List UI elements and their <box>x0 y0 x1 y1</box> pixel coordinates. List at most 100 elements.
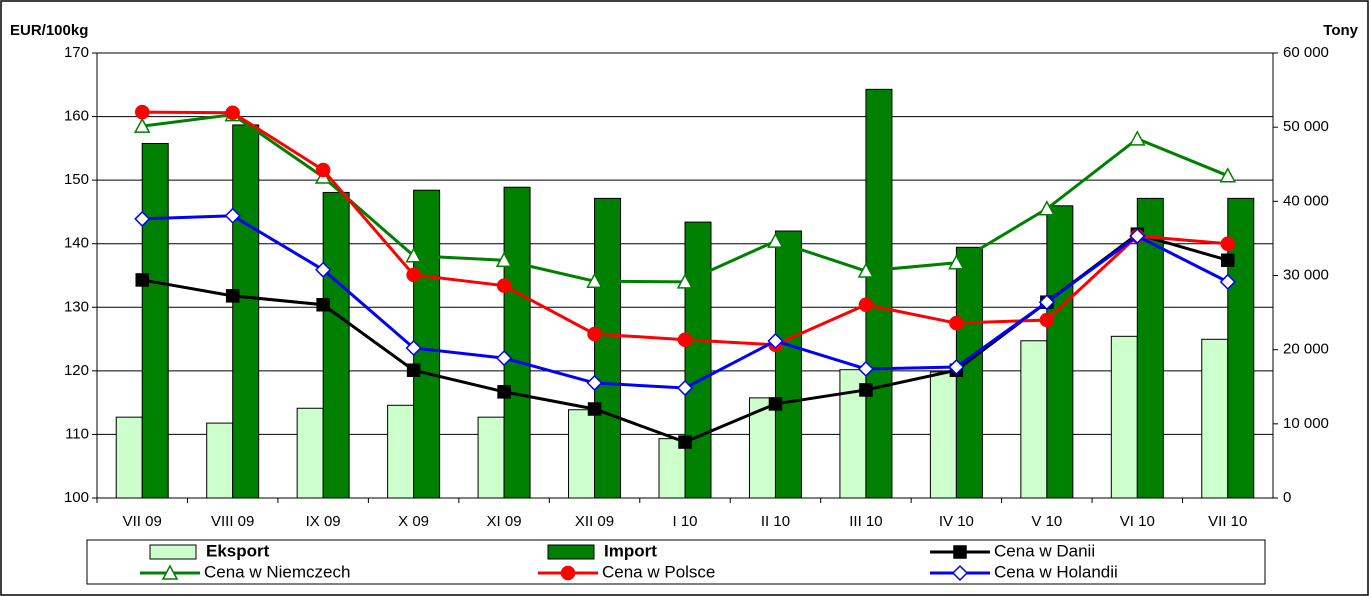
bar <box>503 186 531 499</box>
y-tick-label: 140 <box>64 235 89 252</box>
bar <box>684 221 712 499</box>
line-marker <box>225 289 240 303</box>
bar <box>1046 205 1074 499</box>
legend-swatch <box>547 544 595 560</box>
x-tick-label: VII 10 <box>1208 513 1247 530</box>
bar <box>774 230 802 499</box>
line-marker <box>587 326 602 342</box>
x-tick-label: XI 09 <box>487 513 522 530</box>
bar <box>387 404 415 499</box>
y2-tick-label: 30 000 <box>1283 266 1329 283</box>
line-marker <box>857 262 875 278</box>
line-marker <box>857 360 874 378</box>
y2-tick-label: 10 000 <box>1283 415 1329 432</box>
line-marker <box>859 383 873 397</box>
y-tick-label: 100 <box>64 489 89 506</box>
line-marker <box>1129 130 1146 146</box>
y-tick-label: 120 <box>64 362 89 379</box>
y-axis-title: EUR/100kg <box>10 22 88 39</box>
line-marker <box>948 254 965 270</box>
y2-tick-label: 50 000 <box>1283 118 1329 135</box>
y2-axis-title: Tony <box>1323 22 1358 39</box>
y-tick-label: 170 <box>64 44 89 61</box>
y-tick-label: 110 <box>65 425 89 442</box>
line-marker <box>767 232 784 248</box>
line-marker <box>224 207 241 224</box>
line-marker <box>134 210 151 227</box>
line-marker <box>316 297 330 312</box>
bar <box>1020 340 1048 499</box>
line-marker <box>135 273 149 287</box>
line-marker <box>406 267 421 283</box>
bar <box>141 142 169 499</box>
x-tick-label: III 10 <box>849 513 882 530</box>
line-marker <box>134 104 150 120</box>
line-marker <box>587 402 602 416</box>
y2-tick-label: 60 000 <box>1283 44 1329 61</box>
legend-label: Cena w Niemczech <box>204 562 350 581</box>
legend-label: Import <box>604 541 657 560</box>
line-marker <box>949 315 964 331</box>
bar <box>322 191 350 499</box>
line-marker <box>948 358 965 376</box>
line-marker <box>676 273 694 289</box>
x-tick-label: VI 10 <box>1120 513 1155 530</box>
bar <box>865 88 893 499</box>
legend-marker <box>953 545 967 559</box>
y-tick-label: 130 <box>64 298 89 315</box>
line-marker <box>1039 312 1055 328</box>
line-marker <box>1220 236 1236 251</box>
line-marker <box>1038 200 1056 216</box>
line-marker <box>405 247 422 263</box>
bar <box>1201 338 1229 499</box>
bar <box>929 371 957 499</box>
legend-marker <box>560 565 576 581</box>
line-marker <box>676 379 694 397</box>
bar <box>477 416 505 499</box>
y2-tick-label: 40 000 <box>1283 192 1329 209</box>
line-marker <box>767 332 784 350</box>
line-marker <box>586 374 603 391</box>
x-tick-label: X 09 <box>398 513 429 530</box>
bar <box>206 422 234 499</box>
x-tick-label: VIII 09 <box>211 513 254 530</box>
line-marker <box>1219 273 1236 290</box>
line-marker <box>496 350 513 367</box>
line-marker <box>1038 294 1055 311</box>
legend-label: Cena w Holandii <box>994 562 1118 581</box>
line-marker <box>497 385 511 399</box>
legend-marker <box>161 564 179 580</box>
y2-tick-label: 20 000 <box>1283 341 1329 358</box>
line-marker <box>225 105 240 121</box>
legend-marker <box>951 564 969 582</box>
legend-label: Cena w Polsce <box>602 562 715 581</box>
line-marker <box>405 339 422 357</box>
line-marker <box>1219 167 1237 183</box>
line-marker <box>495 251 513 267</box>
line-marker <box>406 363 421 377</box>
bar <box>296 407 324 499</box>
bar <box>413 189 441 499</box>
x-tick-label: I 10 <box>672 513 697 530</box>
legend-box <box>86 539 1266 585</box>
x-tick-label: XII 09 <box>575 513 614 530</box>
legend-label: Cena w Danii <box>994 541 1095 560</box>
line-marker <box>315 162 331 178</box>
line-marker <box>1221 253 1235 267</box>
line-marker <box>858 297 874 312</box>
bar <box>232 124 260 499</box>
y2-tick-label: 0 <box>1283 489 1291 506</box>
line-marker <box>133 117 151 133</box>
legend-label: Eksport <box>206 541 270 560</box>
x-tick-label: VII 09 <box>123 513 162 530</box>
x-tick-label: IV 10 <box>939 513 974 530</box>
line-marker <box>677 332 693 347</box>
x-tick-label: II 10 <box>761 513 790 530</box>
bar <box>568 409 596 499</box>
y-tick-label: 150 <box>64 171 89 188</box>
line-marker <box>496 278 512 293</box>
bar <box>1110 335 1138 499</box>
bar <box>594 197 622 499</box>
line-marker <box>768 397 783 411</box>
